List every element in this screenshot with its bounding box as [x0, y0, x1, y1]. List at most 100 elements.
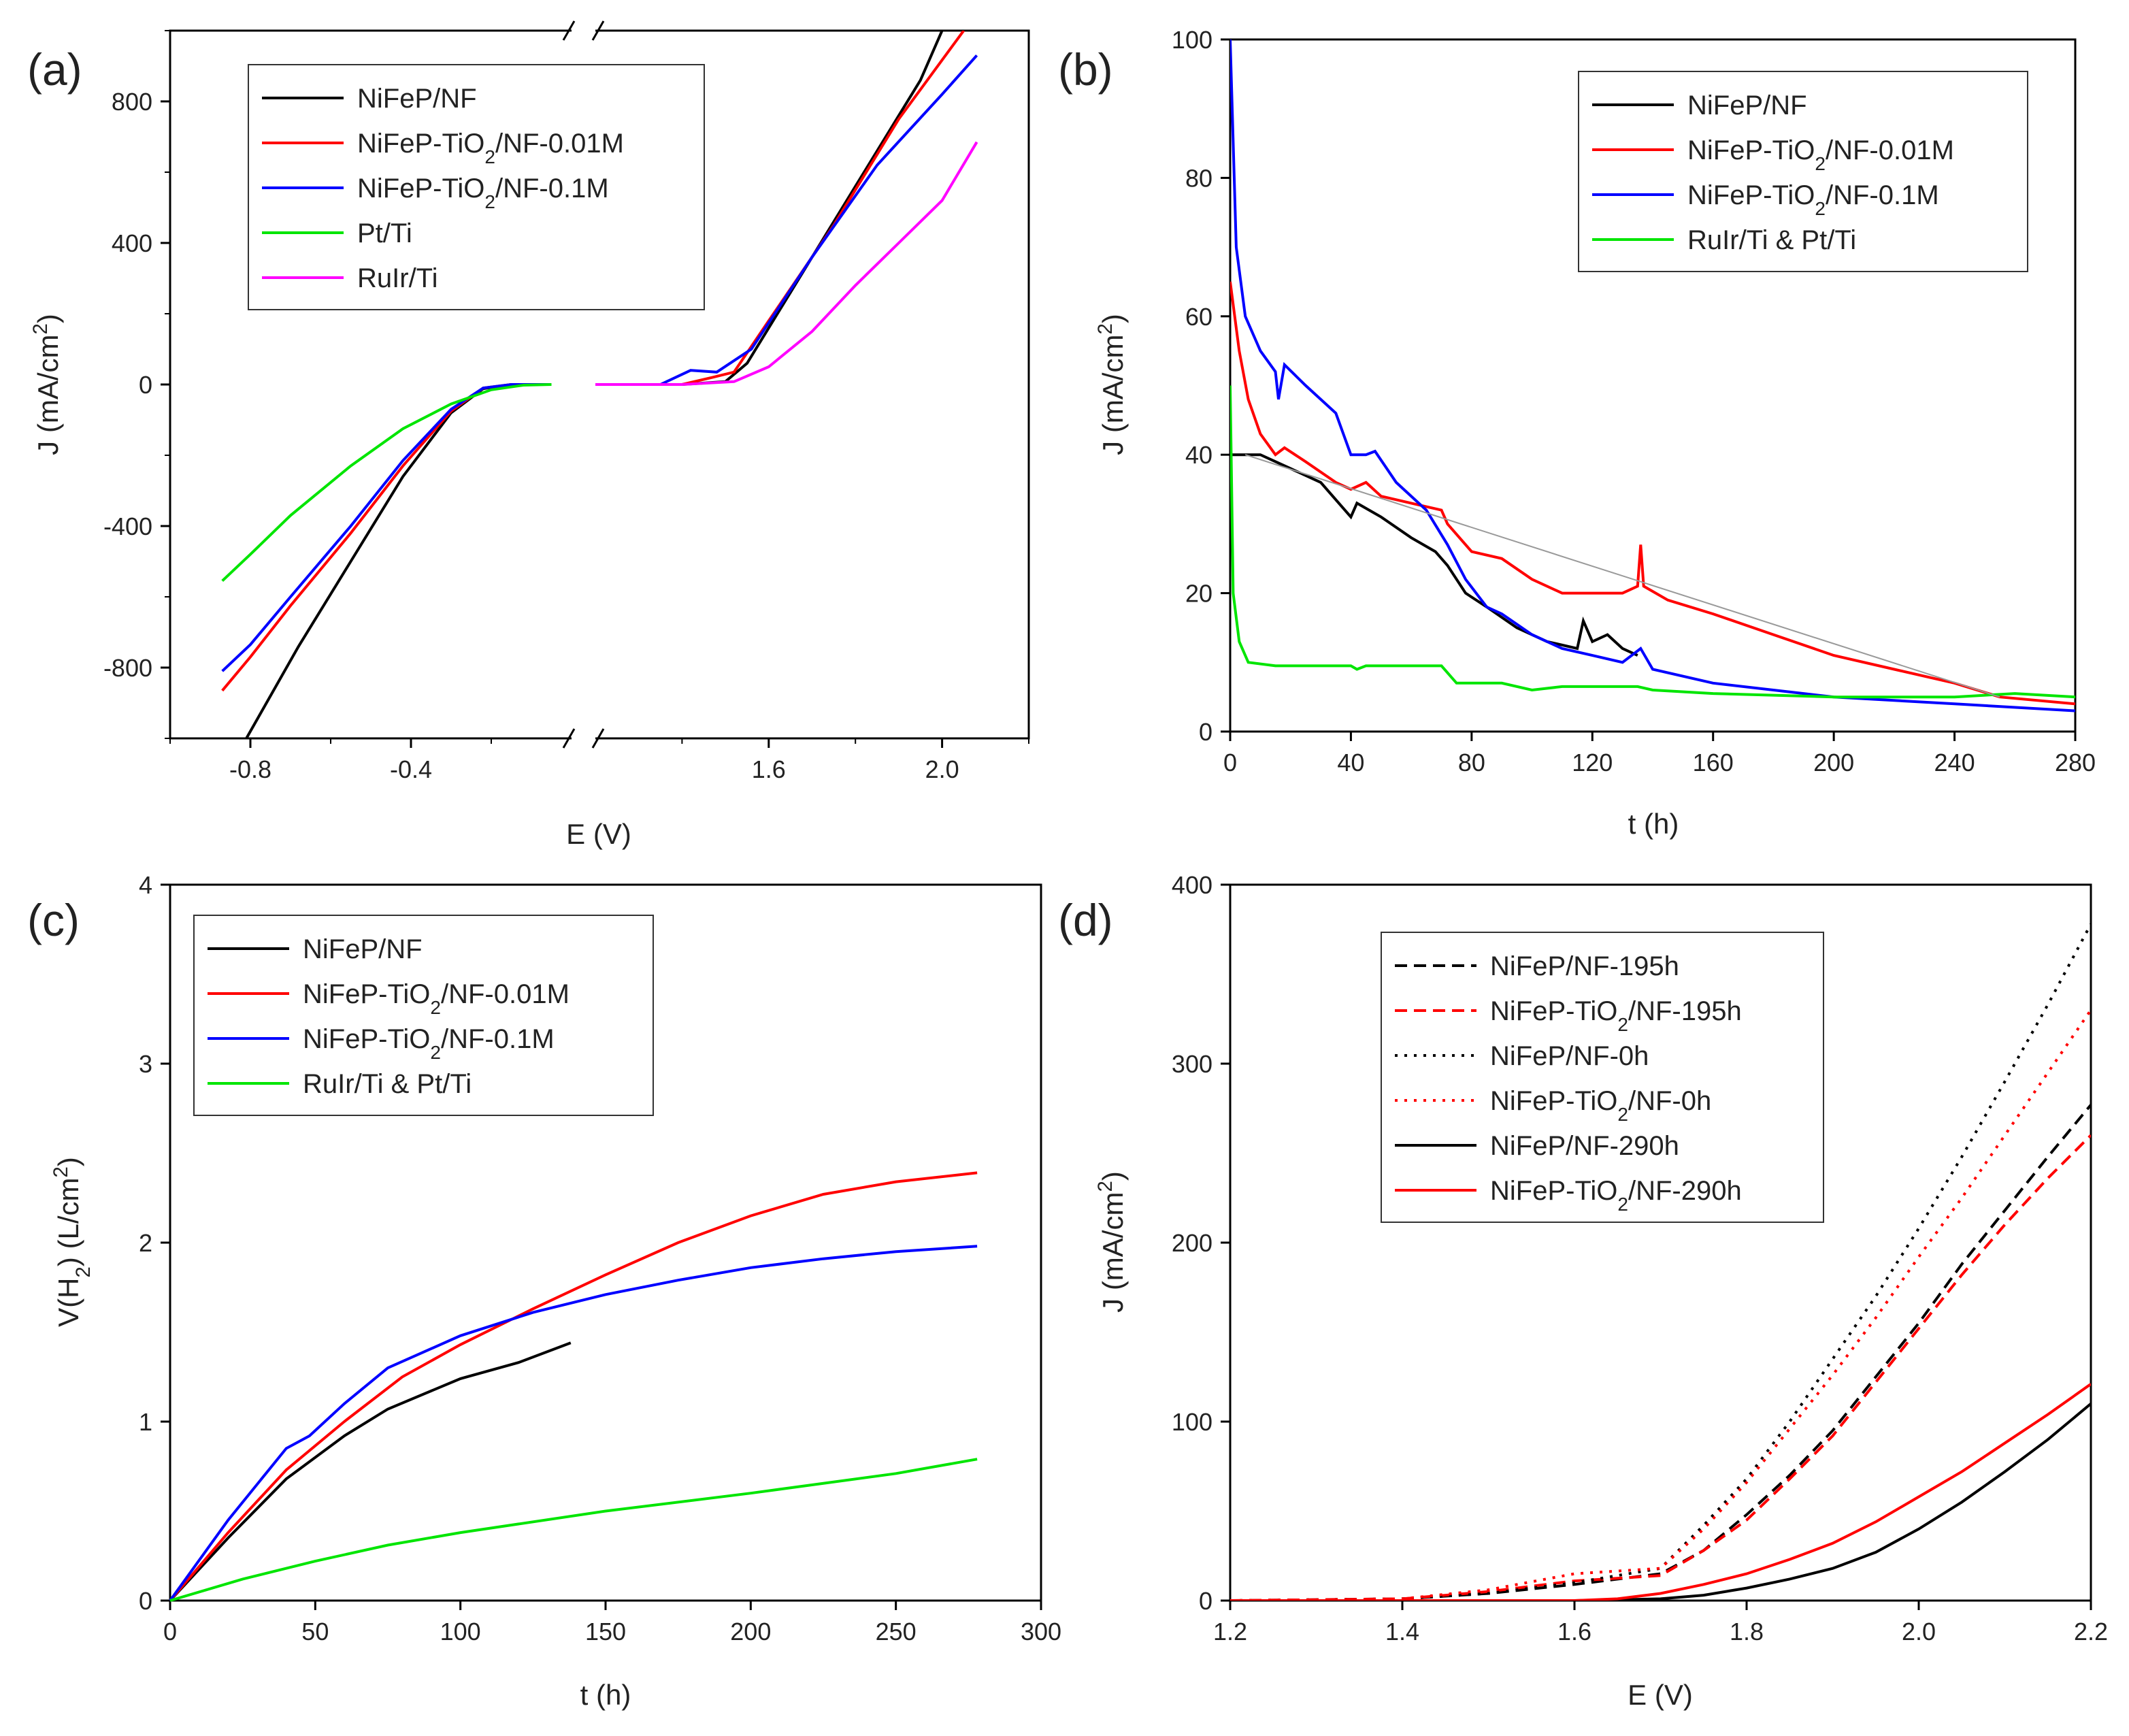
x-tick-label: 40: [1337, 749, 1364, 776]
y-tick-label: 0: [139, 371, 152, 399]
x-tick-label: 50: [301, 1618, 329, 1645]
series-line-anodic: [595, 54, 978, 386]
y-axis-label: V(H2) (L/cm2): [50, 1157, 95, 1327]
y-axis-label: J (mA/cm2): [1094, 1171, 1129, 1313]
y-tick-label: 3: [139, 1050, 152, 1078]
x-axis-label: t (h): [580, 1679, 631, 1711]
y-tick-label: 4: [139, 871, 152, 899]
series-line: [1230, 1383, 2091, 1601]
series-line: [1230, 281, 2075, 706]
legend-entry: NiFeP-TiO2/NF-290h: [1490, 1176, 1742, 1215]
x-tick-label: 160: [1693, 749, 1734, 776]
legend-entry: NiFeP/NF: [357, 84, 477, 114]
legend-entry: NiFeP-TiO2/NF-0h: [1490, 1086, 1711, 1125]
y-tick-label: 400: [112, 229, 152, 257]
x-tick-label: 250: [876, 1618, 917, 1645]
x-tick-label: -0.8: [229, 755, 271, 783]
y-tick-label: 100: [1172, 1408, 1212, 1436]
x-tick-label: 0: [1223, 749, 1237, 776]
y-tick-label: 100: [1172, 26, 1212, 54]
x-tick-label: 200: [1813, 749, 1854, 776]
x-tick-label: 2.0: [925, 755, 959, 783]
axis-break-mark: [591, 728, 605, 749]
legend-entry: NiFeP/NF: [303, 934, 423, 964]
y-tick-label: 1: [139, 1408, 152, 1436]
panel-a: 800 400 0 -400 -800 -0.8 -0.4 1.6 2.0 E (V) J (mA/…: [27, 20, 1030, 850]
legend-entry: NiFeP-TiO2/NF-0.1M: [303, 1024, 555, 1063]
x-tick-label: 280: [2055, 749, 2096, 776]
y-tick-label: 60: [1185, 303, 1212, 331]
series-line: [1230, 923, 2091, 1601]
y-tick-label: 300: [1172, 1050, 1212, 1078]
legend-entry: NiFeP/NF-0h: [1490, 1041, 1649, 1071]
x-tick-label: 80: [1458, 749, 1485, 776]
y-tick-label: 0: [1199, 1587, 1212, 1615]
legend-box: [1381, 932, 1824, 1223]
x-tick-label: 1.4: [1385, 1618, 1419, 1645]
x-axis-label: E (V): [1628, 1679, 1693, 1711]
series-line-cathodic: [221, 383, 552, 672]
y-tick-label: 2: [139, 1229, 152, 1257]
y-tick-label: 40: [1185, 441, 1212, 469]
x-tick-label: 1.6: [1557, 1618, 1591, 1645]
y-tick-label: 200: [1172, 1229, 1212, 1257]
legend-entry: NiFeP-TiO2/NF-0.1M: [357, 174, 609, 212]
series-line: [1230, 39, 2075, 713]
panel-letter: (c): [27, 895, 80, 945]
x-tick-label: 100: [440, 1618, 481, 1645]
x-tick-label: 2.2: [2074, 1618, 2108, 1645]
x-tick-label: 120: [1572, 749, 1613, 776]
legend-entry: RuIr/Ti: [357, 263, 438, 293]
x-axis-label: t (h): [1628, 808, 1679, 840]
legend-entry: RuIr/Ti & Pt/Ti: [1687, 225, 1856, 255]
y-tick-label: 0: [1199, 718, 1212, 746]
series-line: [1230, 453, 1638, 657]
series-line: [1230, 1009, 2091, 1601]
y-axis-label: J (mA/cm2): [29, 314, 65, 455]
series-line-cathodic: [221, 383, 552, 692]
legend-entry: NiFeP-TiO2/NF-0.01M: [303, 979, 570, 1018]
axis-break-mark: [562, 728, 576, 749]
panel-letter: (a): [27, 44, 82, 95]
legend-entry: NiFeP-TiO2/NF-0.1M: [1687, 180, 1939, 219]
x-axis-label: E (V): [566, 818, 631, 850]
y-tick-label: 20: [1185, 580, 1212, 608]
x-tick-label: 1.2: [1213, 1618, 1247, 1645]
legend-entry: NiFeP/NF-290h: [1490, 1131, 1679, 1161]
y-tick-label: 80: [1185, 164, 1212, 192]
panel-b: 0 40 80 120 160 200 240 280 0 20 40 60 80 100 t (h) J (…: [1058, 26, 2096, 840]
series-line: [169, 1341, 572, 1602]
y-tick-label: 0: [139, 1587, 152, 1615]
x-tick-label: 150: [585, 1618, 626, 1645]
legend-entry: NiFeP-TiO2/NF-0.01M: [357, 129, 624, 167]
axis-break-mark: [591, 20, 605, 41]
x-tick-label: 240: [1934, 749, 1975, 776]
legend-entry: NiFeP-TiO2/NF-195h: [1490, 996, 1742, 1035]
series-line-cathodic: [245, 383, 552, 738]
x-tick-label: -0.4: [390, 755, 432, 783]
y-tick-label: 800: [112, 88, 152, 116]
y-tick-label: 400: [1172, 871, 1212, 899]
x-tick-label: 2.0: [1902, 1618, 1936, 1645]
series-line: [1230, 385, 2075, 699]
series-line-anodic: [595, 141, 978, 386]
x-tick-label: 1.6: [752, 755, 786, 783]
y-axis-label: J (mA/cm2): [1094, 314, 1129, 455]
trend-guide-line: [1244, 454, 2000, 698]
panel-c: 0 50 100 150 200 250 300 0 1 2 3 4 t (h) V(H2) (L/cm2…: [27, 871, 1061, 1711]
x-tick-label: 1.8: [1730, 1618, 1764, 1645]
x-tick-label: 200: [730, 1618, 771, 1645]
y-tick-label: -800: [103, 654, 152, 682]
axis-break-mark: [562, 20, 576, 41]
panel-letter: (b): [1058, 44, 1113, 95]
x-tick-label: 300: [1021, 1618, 1061, 1645]
legend-entry: Pt/Ti: [357, 218, 412, 248]
series-line: [169, 1458, 978, 1602]
series-line: [169, 1171, 978, 1602]
legend-entry: NiFeP/NF: [1687, 91, 1807, 120]
legend-entry: NiFeP/NF-195h: [1490, 951, 1679, 981]
series-line: [1230, 1134, 2091, 1601]
legend-entry: RuIr/Ti & Pt/Ti: [303, 1069, 472, 1099]
series-line-cathodic: [221, 383, 552, 583]
